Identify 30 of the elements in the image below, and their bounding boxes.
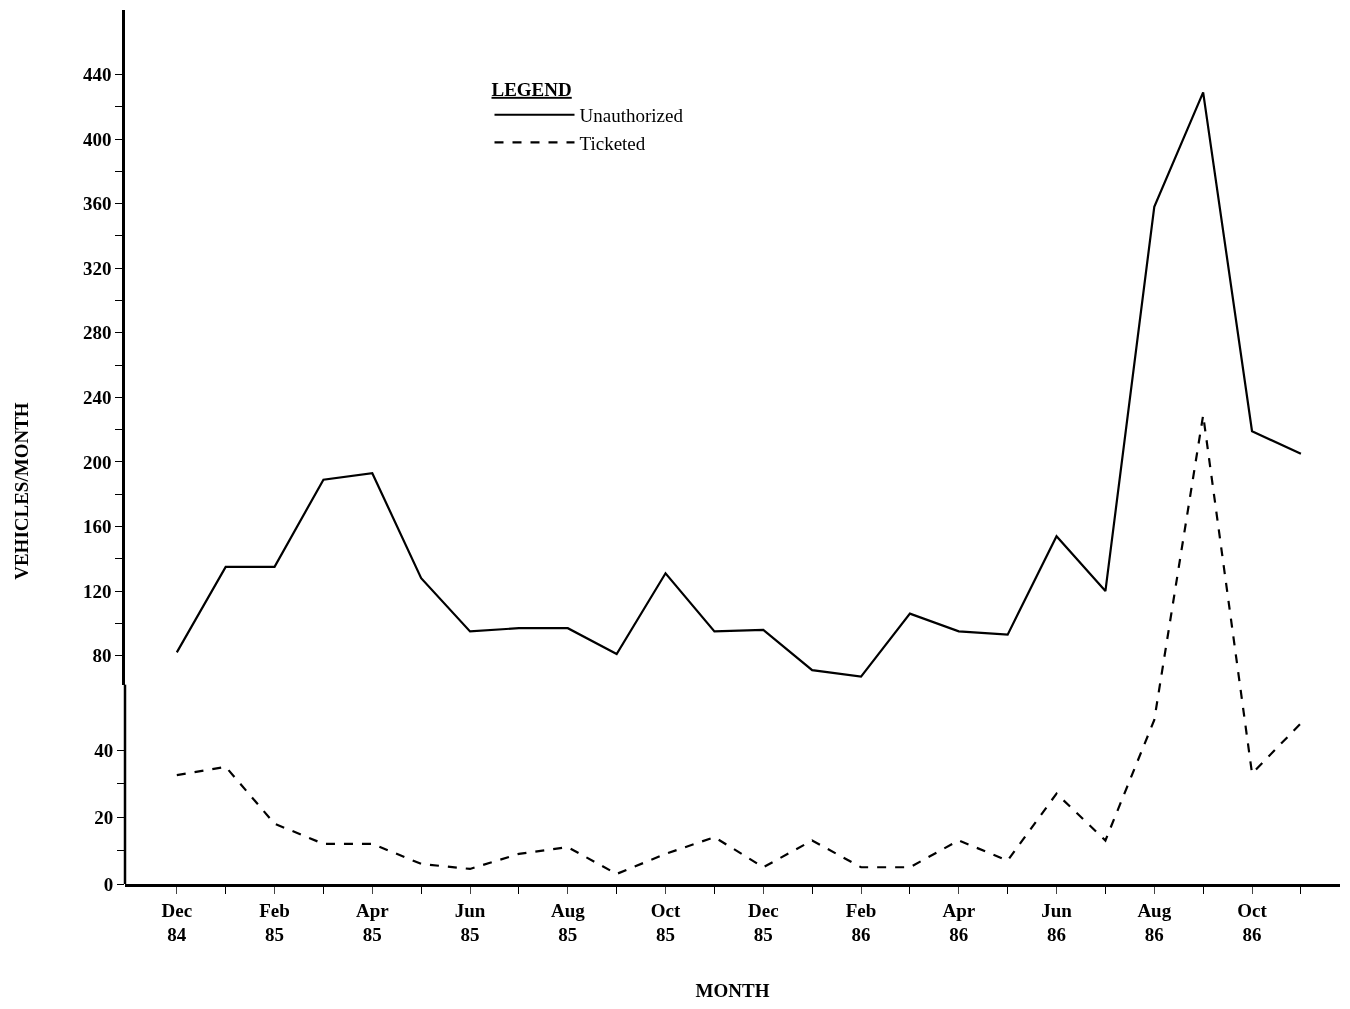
x-tick-label: Dec 84 (161, 899, 193, 946)
y2-tick-label: 280 (82, 322, 112, 344)
x-tick-label: Jun 85 (454, 899, 486, 946)
y-tick-label: 20 (94, 806, 114, 828)
y2-tick-label: 200 (82, 451, 112, 473)
x-tick-label: Jun 86 (1041, 899, 1073, 946)
x-axis-title: MONTH (695, 980, 770, 1002)
x-tick-label: Apr 85 (355, 899, 390, 946)
y2-tick-label: 120 (82, 580, 112, 602)
y2-tick-label: 240 (82, 387, 112, 409)
y2-tick-label: 440 (82, 64, 112, 86)
x-tick-label: Feb 85 (259, 899, 290, 946)
x-tick-label: Oct 86 (1237, 899, 1268, 946)
x-tick-label: Apr 86 (942, 899, 976, 946)
y2-axis-title: VEHICLES/MONTH (11, 402, 33, 580)
y2-tick-label: 160 (82, 516, 112, 538)
x-tick-label: Oct 85 (650, 899, 681, 946)
legend-title: LEGEND (491, 78, 572, 100)
legend-label: Unauthorized (579, 105, 684, 127)
y-tick-label: 0 (103, 873, 114, 895)
y2-tick-label: 80 (92, 645, 112, 667)
y2-tick-label: 320 (82, 257, 112, 279)
y2-tick-label: 360 (82, 193, 112, 215)
y-tick-label: 40 (94, 739, 114, 761)
x-tick-label: Feb 86 (845, 899, 877, 946)
x-tick-label: Aug 85 (550, 899, 586, 946)
x-tick-label: Dec 85 (747, 899, 779, 946)
y2-tick-label: 400 (82, 128, 112, 150)
legend-label: Ticketed (579, 132, 646, 154)
x-tick-label: Aug 86 (1137, 899, 1172, 946)
